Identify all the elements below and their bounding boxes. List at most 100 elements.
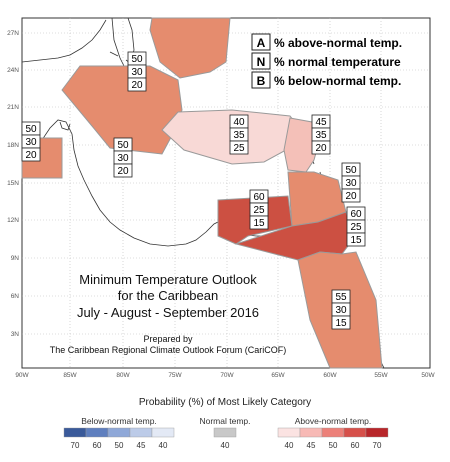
value-text: 40 (233, 117, 245, 128)
value-text: 15 (350, 235, 362, 246)
latitude-labels: 27N 24N 21N 18N 15N 12N 9N 6N 3N (7, 30, 19, 338)
key-box-a (251, 33, 271, 51)
value-text: 25 (233, 143, 245, 154)
value-text: 25 (253, 205, 265, 216)
value-text: 45 (315, 117, 327, 128)
lon-label: 75W (168, 372, 182, 379)
region-bahamas (149, 17, 231, 79)
title-line-3: July - August - September 2016 (77, 305, 259, 320)
colorbar-tick: 50 (329, 441, 338, 450)
value-text: 35 (315, 130, 327, 141)
value-cell (331, 315, 351, 330)
lon-label: 50W (421, 372, 435, 379)
lat-label: 6N (11, 293, 20, 300)
value-text: 20 (315, 143, 327, 154)
value-text: 55 (335, 292, 347, 303)
region-value-box: 50 30 20 (21, 121, 41, 162)
value-text: 20 (131, 80, 143, 91)
credit-line-1: Prepared by (143, 334, 193, 344)
lat-label: 3N (11, 331, 20, 338)
value-cell (249, 215, 269, 230)
region-value-box: 50 30 20 (341, 162, 361, 203)
value-text: 50 (117, 140, 129, 151)
region-value-box: 40 35 25 (229, 114, 249, 155)
value-text: 30 (345, 178, 357, 189)
value-text: 20 (345, 191, 357, 202)
colorbar-label: Below-normal temp. (81, 416, 157, 426)
lon-label: 80W (116, 372, 130, 379)
value-text: 60 (350, 209, 362, 220)
value-cell (127, 77, 147, 92)
colorbar-swatch (151, 427, 175, 438)
map-title: Minimum Temperature Outlook for the Cari… (50, 272, 287, 355)
colorbar-swatch (365, 427, 389, 438)
lon-label: 60W (323, 372, 337, 379)
colorbar-swatch (85, 427, 109, 438)
value-text: 25 (350, 222, 362, 233)
value-text: 20 (25, 150, 37, 161)
value-text: 30 (25, 137, 37, 148)
value-text: 20 (117, 166, 129, 177)
lat-label: 21N (7, 104, 19, 111)
lat-label: 27N (7, 30, 19, 37)
longitude-labels: 90W 85W 80W 75W 70W 65W 60W 55W 50W (15, 372, 435, 379)
value-cell (21, 147, 41, 162)
lat-label: 18N (7, 142, 19, 149)
colorbar-tick: 40 (285, 441, 294, 450)
lat-label: 12N (7, 217, 19, 224)
region-value-box: 45 35 20 (311, 114, 331, 155)
colorbar-tick: 70 (71, 441, 80, 450)
colorbar-tick: 60 (93, 441, 102, 450)
colorbar-swatch (63, 427, 87, 438)
lon-label: 65W (271, 372, 285, 379)
value-text: 50 (131, 54, 143, 65)
key-letter-b: B (257, 74, 266, 88)
title-line-2: for the Caribbean (118, 288, 218, 303)
colorbar-tick: 60 (351, 441, 360, 450)
credit-line-2: The Caribbean Regional Climate Outlook F… (50, 345, 287, 355)
region-value-box: 60 25 15 (346, 206, 366, 247)
value-cell (113, 163, 133, 178)
title-line-1: Minimum Temperature Outlook (79, 272, 257, 287)
legend-title: Probability (%) of Most Likely Category (139, 397, 311, 408)
lon-label: 70W (220, 372, 234, 379)
colorbar-swatch (129, 427, 153, 438)
lon-label: 85W (63, 372, 77, 379)
key-letter-a: A (257, 36, 266, 50)
colorbar-label: Normal temp. (199, 416, 250, 426)
key-text-b: % below-normal temp. (274, 74, 401, 88)
colorbar-tick: 70 (373, 441, 382, 450)
value-text: 15 (253, 218, 265, 229)
value-text: 35 (233, 130, 245, 141)
value-cell (341, 188, 361, 203)
value-text: 50 (345, 165, 357, 176)
colorbar-tick: 45 (307, 441, 316, 450)
value-cell (311, 140, 331, 155)
lon-label: 55W (374, 372, 388, 379)
value-text: 15 (335, 318, 347, 329)
colorbar-swatch (321, 427, 345, 438)
value-cell (229, 140, 249, 155)
region-value-box: 60 25 15 (249, 189, 269, 230)
region-value-box: 50 30 20 (113, 137, 133, 178)
key-text-a: % above-normal temp. (274, 36, 402, 50)
lat-label: 15N (7, 180, 19, 187)
region-value-box: 50 30 20 (127, 51, 147, 92)
below-normal-colorbar: Below-normal temp. 70 60 50 45 40 (63, 416, 175, 450)
colorbar-swatch (213, 427, 237, 438)
key-box-b (251, 71, 271, 89)
colorbar-tick: 40 (159, 441, 168, 450)
above-normal-colorbar: Above-normal temp. 40 45 50 60 70 (277, 416, 389, 450)
probability-legend: Below-normal temp. 70 60 50 45 40 Normal temp.… (63, 416, 389, 450)
colorbar-swatch (277, 427, 301, 438)
value-text: 30 (117, 153, 129, 164)
region-value-boxes: 50 30 20 50 30 20 50 30 20 40 35 25 45 35 20 50 30 20 60 25… (21, 51, 366, 330)
colorbar-swatch (107, 427, 131, 438)
colorbar-swatch (299, 427, 323, 438)
lat-label: 24N (7, 67, 19, 74)
key-text-n: % normal temperature (274, 55, 401, 69)
lon-label: 90W (15, 372, 29, 379)
colorbar-swatch (343, 427, 367, 438)
value-text: 30 (335, 305, 347, 316)
